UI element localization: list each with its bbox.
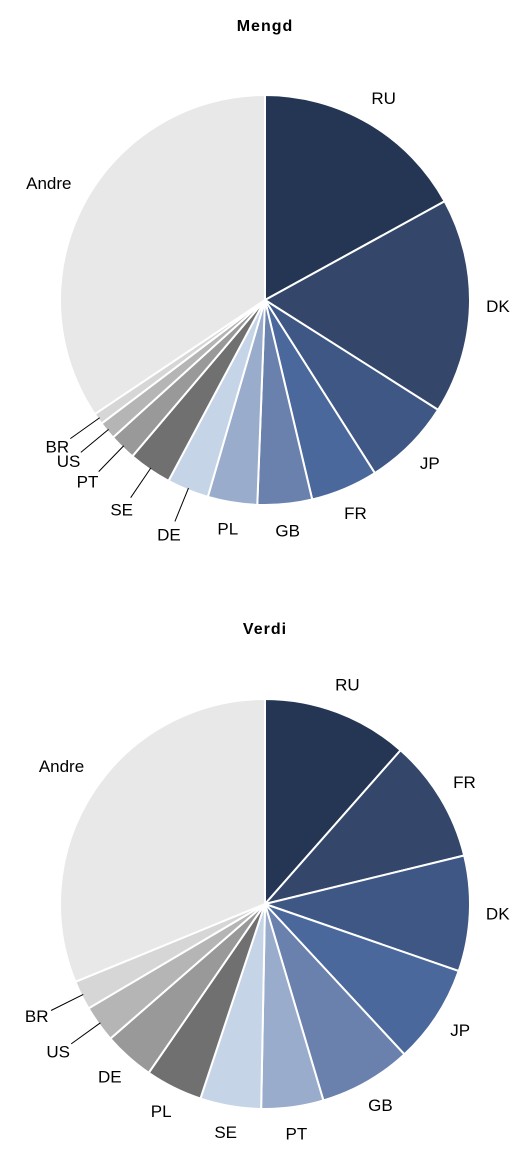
slice-label: Andre bbox=[39, 757, 84, 776]
chart-title: Mengd bbox=[237, 18, 294, 35]
slice-label: RU bbox=[335, 676, 360, 695]
slice-label: PL bbox=[151, 1102, 172, 1121]
pie-slice bbox=[263, 199, 471, 412]
slice-label: FR bbox=[453, 773, 476, 792]
slice-label: PT bbox=[286, 1124, 308, 1143]
slice-label: DE bbox=[157, 526, 181, 545]
slice-label: GB bbox=[368, 1096, 393, 1115]
slice-label: BR bbox=[45, 437, 69, 456]
leader-line bbox=[50, 994, 84, 1011]
slice-label: DK bbox=[486, 904, 510, 923]
slice-label: JP bbox=[420, 454, 440, 473]
slice-label: US bbox=[57, 452, 81, 471]
slice-label: JP bbox=[450, 1021, 470, 1040]
leader-line bbox=[80, 429, 109, 453]
slice-label: DE bbox=[98, 1067, 122, 1086]
slice-label: BR bbox=[25, 1007, 49, 1026]
pie-slice bbox=[264, 93, 447, 302]
chart-title: Verdi bbox=[243, 621, 287, 638]
slice-label: Andre bbox=[26, 174, 71, 193]
pie-slice bbox=[261, 854, 471, 973]
leader-line bbox=[98, 445, 125, 472]
slice-label: DK bbox=[486, 297, 510, 316]
slice-label: SE bbox=[110, 500, 133, 519]
slice-label: RU bbox=[371, 89, 396, 108]
pie-slice bbox=[59, 93, 266, 416]
slice-label: PL bbox=[217, 520, 238, 539]
pie-slice bbox=[264, 903, 461, 1056]
leader-line bbox=[70, 417, 100, 440]
slice-label: GB bbox=[275, 521, 300, 540]
slice-label: SE bbox=[214, 1123, 237, 1142]
pie-slice bbox=[59, 697, 266, 984]
leader-line bbox=[174, 487, 189, 522]
slice-label: US bbox=[46, 1043, 70, 1062]
slice-label: FR bbox=[344, 504, 367, 523]
pie-slice bbox=[264, 697, 402, 907]
pie-slice bbox=[262, 748, 466, 906]
leader-line bbox=[70, 1022, 101, 1045]
leader-line bbox=[130, 467, 152, 498]
slice-label: PT bbox=[77, 473, 99, 492]
